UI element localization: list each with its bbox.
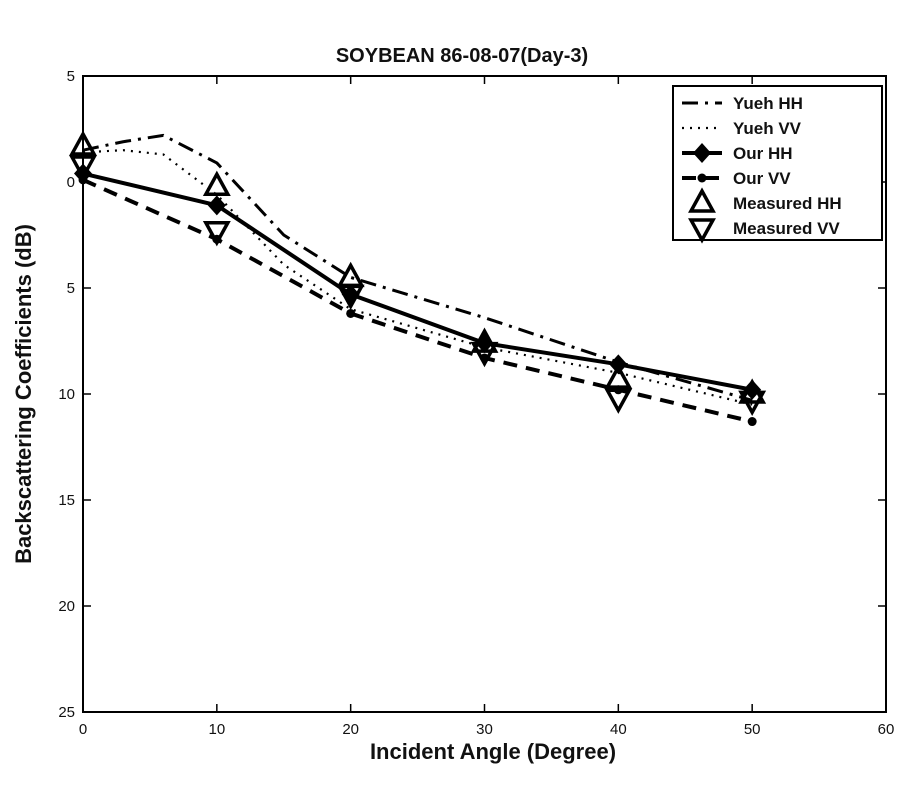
legend-marker-our-vv — [697, 173, 707, 183]
legend-entry-yueh-hh: Yueh HH — [682, 94, 803, 113]
legend-entry-our-vv: Our VV — [682, 169, 791, 188]
series-our-vv — [78, 175, 757, 427]
y-tick-label: 5 — [67, 68, 75, 85]
series-line-our-vv — [82, 178, 753, 424]
data-point-our-vv — [346, 308, 356, 318]
data-point-measured-hh — [336, 261, 365, 288]
series-line-our-hh — [82, 171, 753, 392]
x-tick-label: 0 — [79, 721, 87, 738]
data-point-measured-vv — [470, 341, 499, 368]
data-point-our-hh — [743, 379, 762, 400]
data-point-measured-hh — [202, 170, 231, 196]
data-point-measured-hh — [470, 327, 499, 353]
legend-marker-measured-vv — [688, 218, 716, 244]
data-point-measured-vv — [604, 388, 633, 414]
series-line-yueh-vv — [82, 149, 753, 406]
series-line-yueh-hh — [82, 133, 753, 402]
legend: Yueh HH Yueh VV Our HH Our VV Measured HH Mea… — [672, 85, 883, 244]
y-tick-label: 0 — [67, 174, 75, 191]
series-our-hh — [74, 163, 762, 400]
legend-label-our-vv: Our VV — [733, 169, 791, 188]
legend-label-yueh-hh: Yueh HH — [733, 94, 803, 113]
legend-label-measured-hh: Measured HH — [733, 194, 842, 213]
x-tick-label: 20 — [342, 721, 359, 738]
legend-box — [672, 85, 883, 241]
x-tick-label: 30 — [476, 721, 493, 738]
legend-label-yueh-vv: Yueh VV — [733, 119, 802, 138]
x-tick-label: 40 — [610, 721, 627, 738]
legend-entry-measured-hh: Measured HH — [688, 187, 842, 213]
chart-title: SOYBEAN 86-08-07(Day-3) — [336, 45, 588, 67]
data-point-measured-vv — [202, 221, 231, 247]
y-tick-label: 15 — [58, 492, 75, 509]
legend-label-our-hh: Our HH — [733, 144, 793, 163]
x-tick-label: 50 — [744, 721, 761, 738]
y-tick-label: 20 — [58, 598, 75, 615]
x-tick-label: 60 — [878, 721, 895, 738]
series-measured-vv — [69, 155, 767, 416]
y-tick-label: 10 — [58, 386, 75, 403]
series-yueh-hh — [82, 133, 753, 402]
y-axis-title: Backscattering Coefficients (dB) — [11, 224, 36, 564]
legend-label-measured-vv: Measured VV — [733, 219, 840, 238]
legend-entry-yueh-vv: Yueh VV — [682, 119, 802, 138]
legend-marker-our-hh — [693, 143, 711, 163]
legend-marker-measured-hh — [688, 187, 716, 213]
data-point-measured-vv — [336, 284, 365, 310]
legend-entry-our-hh: Our HH — [682, 143, 793, 163]
data-point-measured-hh — [69, 130, 97, 156]
y-tick-label: 5 — [67, 280, 75, 297]
data-point-measured-vv — [738, 390, 767, 416]
series-yueh-vv — [82, 149, 753, 406]
x-tick-label: 10 — [208, 721, 225, 738]
data-point-measured-vv — [69, 155, 97, 181]
data-point-our-vv — [747, 417, 757, 427]
x-axis-title: Incident Angle (Degree) — [370, 739, 616, 764]
legend-entry-measured-vv: Measured VV — [688, 218, 840, 244]
series-layer — [69, 130, 767, 427]
y-tick-label: 25 — [58, 704, 75, 721]
data-point-our-hh — [207, 195, 226, 216]
data-point-measured-hh — [604, 363, 633, 389]
series-measured-hh — [69, 130, 767, 404]
